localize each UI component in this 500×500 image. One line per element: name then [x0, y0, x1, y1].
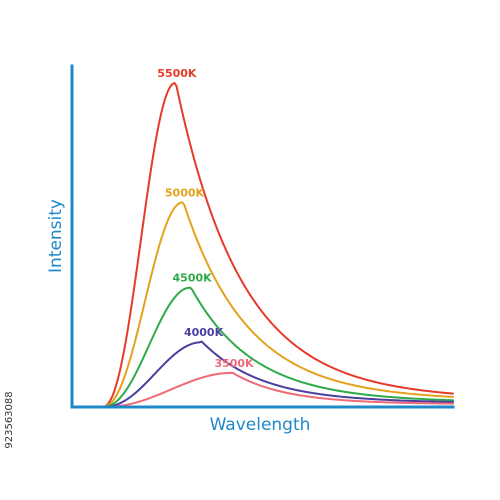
series-line-5000K — [101, 201, 454, 408]
side-image-id: 923563088 — [4, 391, 15, 448]
series-label-5500K: 5500K — [157, 67, 197, 80]
series-line-3500K — [101, 371, 454, 408]
series-line-5500K — [101, 82, 454, 408]
series-line-4000K — [101, 340, 454, 408]
y-axis-title: Intensity — [46, 199, 66, 273]
series-label-3500K: 3500K — [214, 357, 254, 370]
curves-group — [101, 82, 454, 408]
series-label-4000K: 4000K — [184, 326, 224, 339]
curve-labels-group: 5500K 5000K 4500K 4000K 3500K — [157, 67, 254, 370]
series-line-4500K — [101, 286, 454, 408]
x-axis-title: Wavelength — [210, 415, 311, 435]
axes — [70, 64, 455, 409]
series-label-5000K: 5000K — [165, 186, 205, 199]
series-label-4500K: 4500K — [173, 272, 213, 285]
